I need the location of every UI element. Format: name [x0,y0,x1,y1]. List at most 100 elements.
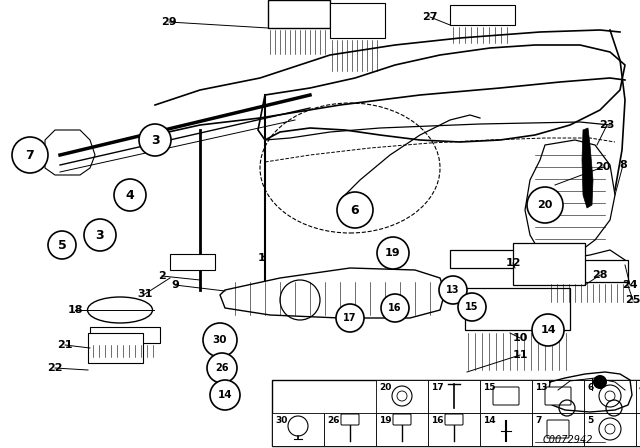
FancyBboxPatch shape [636,380,640,413]
FancyBboxPatch shape [272,413,324,446]
Text: 15: 15 [483,383,495,392]
FancyBboxPatch shape [428,380,480,413]
Circle shape [381,294,409,322]
FancyBboxPatch shape [480,380,532,413]
Text: 7: 7 [535,416,541,425]
Text: 6: 6 [351,203,359,216]
FancyBboxPatch shape [324,413,376,446]
Circle shape [593,375,607,389]
FancyBboxPatch shape [268,0,330,28]
Text: 4: 4 [125,189,134,202]
Text: 13: 13 [535,383,547,392]
Circle shape [458,293,486,321]
FancyBboxPatch shape [547,420,569,438]
Circle shape [337,192,373,228]
FancyBboxPatch shape [445,414,463,425]
Text: 3: 3 [96,228,104,241]
FancyBboxPatch shape [636,413,640,446]
FancyBboxPatch shape [272,380,640,446]
FancyBboxPatch shape [548,260,628,282]
Text: 20: 20 [379,383,392,392]
Text: 31: 31 [138,289,153,299]
Text: 14: 14 [540,325,556,335]
Text: 22: 22 [47,363,63,373]
FancyBboxPatch shape [450,5,515,25]
Text: 25: 25 [625,295,640,305]
Text: 12: 12 [505,258,521,268]
FancyBboxPatch shape [393,414,411,425]
Text: 30: 30 [212,335,227,345]
FancyBboxPatch shape [584,380,636,413]
Text: 23: 23 [599,120,614,130]
FancyBboxPatch shape [480,413,532,446]
Text: 17: 17 [343,313,356,323]
Text: 2: 2 [158,271,166,281]
FancyBboxPatch shape [493,387,519,405]
Text: 9: 9 [171,280,179,290]
Circle shape [377,237,409,269]
FancyBboxPatch shape [532,380,584,413]
FancyBboxPatch shape [88,333,143,363]
Text: 26: 26 [215,363,228,373]
Polygon shape [45,130,95,175]
Text: 24: 24 [622,280,638,290]
Polygon shape [545,250,625,278]
FancyBboxPatch shape [170,254,215,270]
Circle shape [336,304,364,332]
Text: 16: 16 [388,303,402,313]
Text: 14: 14 [483,416,495,425]
FancyBboxPatch shape [376,413,428,446]
FancyBboxPatch shape [584,413,636,446]
Circle shape [207,353,237,383]
Text: C0072942: C0072942 [543,435,593,445]
Text: 4: 4 [639,383,640,392]
Text: 18: 18 [67,305,83,315]
Circle shape [12,137,48,173]
FancyBboxPatch shape [341,414,359,425]
Polygon shape [220,268,445,318]
Text: 3: 3 [150,134,159,146]
Text: 5: 5 [58,238,67,251]
Text: 19: 19 [385,248,401,258]
Circle shape [48,231,76,259]
Text: 14: 14 [218,390,232,400]
Circle shape [532,314,564,346]
FancyBboxPatch shape [376,380,428,413]
Text: 16: 16 [431,416,444,425]
Circle shape [114,179,146,211]
FancyBboxPatch shape [90,327,160,343]
Text: 29: 29 [161,17,177,27]
Text: 20: 20 [538,200,553,210]
Text: 13: 13 [446,285,460,295]
Circle shape [139,124,171,156]
Text: 6: 6 [587,383,593,392]
FancyBboxPatch shape [532,413,584,446]
Circle shape [203,323,237,357]
Text: 30: 30 [275,416,287,425]
Polygon shape [582,128,593,208]
Text: 10: 10 [512,333,528,343]
Text: 28: 28 [592,270,608,280]
Text: 17: 17 [431,383,444,392]
Polygon shape [525,140,615,258]
Text: 1: 1 [258,253,266,263]
FancyBboxPatch shape [450,250,515,268]
FancyBboxPatch shape [428,413,480,446]
Text: 7: 7 [26,148,35,161]
Text: 5: 5 [587,416,593,425]
Circle shape [210,380,240,410]
Circle shape [84,219,116,251]
Text: 20: 20 [595,162,611,172]
Circle shape [439,276,467,304]
Text: 3: 3 [639,416,640,425]
Text: 11: 11 [512,350,528,360]
Text: 15: 15 [465,302,479,312]
Text: 19: 19 [379,416,392,425]
FancyBboxPatch shape [330,3,385,38]
Text: 21: 21 [57,340,73,350]
Text: 8: 8 [619,160,627,170]
Text: 26: 26 [327,416,339,425]
FancyBboxPatch shape [465,288,570,330]
Text: 27: 27 [422,12,438,22]
FancyBboxPatch shape [545,387,571,405]
